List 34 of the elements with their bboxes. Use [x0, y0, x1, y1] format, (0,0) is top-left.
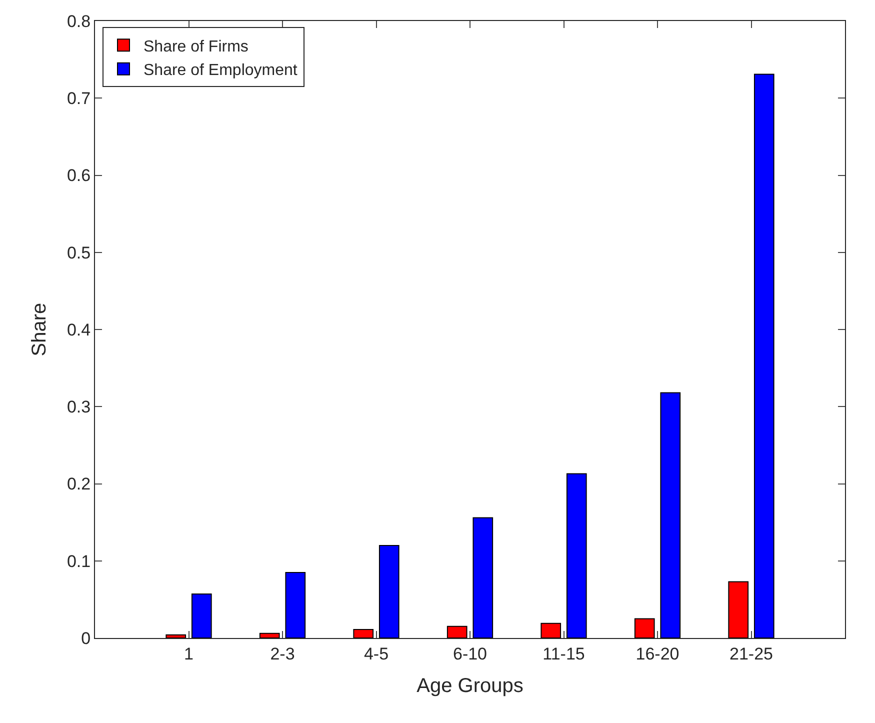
- x-tick-label: 2-3: [270, 644, 295, 664]
- bar: [446, 626, 468, 638]
- bar: [285, 572, 306, 638]
- x-tick-label: 21-25: [730, 644, 773, 664]
- bar: [259, 632, 280, 638]
- y-tick-label: 0.6: [66, 166, 91, 186]
- y-tick-label: 0.2: [66, 474, 91, 494]
- bar: [166, 634, 186, 638]
- bar: [378, 544, 400, 638]
- x-tick-label: 16-20: [636, 644, 680, 664]
- bar: [634, 618, 655, 638]
- x-axis-title: Age Groups: [416, 674, 524, 697]
- y-tick-label: 0: [81, 628, 91, 648]
- bar: [754, 74, 774, 638]
- bar: [540, 622, 562, 638]
- x-tick-label: 11-15: [542, 644, 585, 664]
- bar: [660, 392, 681, 638]
- x-tick-label: 6-10: [452, 644, 488, 664]
- y-axis-title: Share: [28, 302, 50, 356]
- y-tick-label: 0.4: [66, 320, 91, 340]
- bar: [353, 629, 374, 638]
- y-tick-label: 0.7: [66, 89, 91, 108]
- x-tick-label: 1: [184, 644, 194, 664]
- bar: [472, 517, 494, 638]
- y-tick-label: 0.3: [66, 398, 91, 417]
- y-tick-label: 0.1: [66, 552, 91, 571]
- x-tick-label: 4-5: [364, 644, 389, 664]
- bar: [566, 473, 587, 638]
- bar: [191, 594, 212, 638]
- legend-label: Share of Firms: [144, 38, 248, 56]
- y-tick-label: 0.5: [66, 243, 91, 262]
- y-tick-label: 0.8: [66, 12, 91, 31]
- legend-label: Share of Employment: [144, 62, 298, 80]
- bar: [728, 581, 749, 638]
